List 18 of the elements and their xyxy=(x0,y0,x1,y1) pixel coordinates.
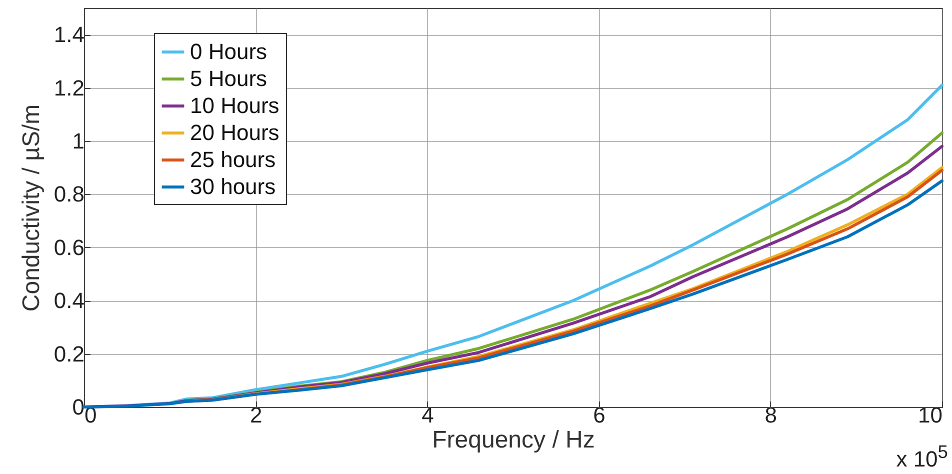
y-tick-label: 0.4 xyxy=(54,288,84,314)
y-tick-label: 1.4 xyxy=(54,22,84,48)
legend-label: 25 hours xyxy=(190,147,276,172)
legend-label: 0 Hours xyxy=(190,39,268,64)
legend-label: 20 Hours xyxy=(190,120,280,145)
y-tick-label: 1.2 xyxy=(54,75,84,100)
x-axis-title: Frequency / Hz xyxy=(432,426,595,454)
x-tick-label: 10 xyxy=(918,402,942,428)
text: x 10$^{5}$ xyxy=(896,440,948,472)
legend-label: 5 Hours xyxy=(190,66,268,91)
y-tick-label: 0.2 xyxy=(54,341,84,366)
y-tick-label: 0.8 xyxy=(54,182,84,207)
y-tick-label: 1 xyxy=(72,128,84,154)
legend-label: 10 Hours xyxy=(190,93,280,118)
x-tick-label: 4 xyxy=(422,402,434,428)
y-tick-label: 0.6 xyxy=(54,234,84,260)
legend-label: 30 hours xyxy=(190,174,276,199)
y-axis-title: Conductivity / µS/m xyxy=(18,104,45,312)
